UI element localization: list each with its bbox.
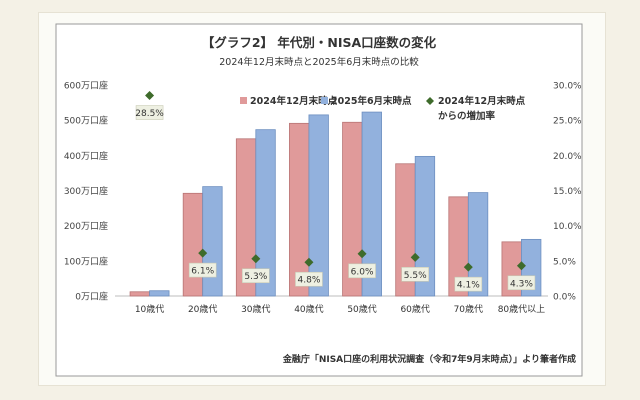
growth-label-box	[242, 268, 270, 284]
category-label: 50歳代	[347, 303, 376, 315]
legend-swatch-2025	[321, 97, 328, 104]
growth-marker	[304, 257, 314, 267]
growth-label-box	[401, 267, 429, 282]
left-axis: 0万口座 100万口座 200万口座 300万口座 400万口座 500万口座 600万口座	[64, 80, 548, 303]
legend-label-growth-2: からの増加率	[438, 110, 496, 122]
left-tick-label: 500万口座	[64, 115, 108, 127]
legend-swatch-2024	[240, 97, 247, 104]
growth-label-box	[454, 276, 483, 292]
growth-marker	[251, 254, 261, 264]
left-tick-label: 400万口座	[64, 150, 108, 162]
bar-2024	[289, 122, 310, 297]
chart-subtitle: 2024年12月末時点と2025年6月末時点の比較	[219, 56, 419, 68]
right-tick-label: 25.0%	[553, 117, 582, 127]
growth-markers: 28.5% 6.1% 5.3% 4.8% 6.0% 5.5% 4.1% 4.3%	[135, 91, 536, 292]
growth-label-box	[507, 275, 536, 291]
growth-marker	[516, 261, 526, 271]
growth-label-box	[135, 105, 164, 120]
category-label: 40歳代	[294, 303, 323, 315]
right-tick-label: 20.0%	[553, 152, 582, 162]
growth-label-box	[188, 262, 217, 278]
growth-label: 6.0%	[351, 267, 374, 277]
category-labels: 10歳代 20歳代 30歳代 40歳代 50歳代 60歳代 70歳代 80歳代以上	[135, 303, 545, 315]
bar-2025	[308, 114, 329, 297]
left-tick-label: 200万口座	[64, 220, 108, 232]
category-label: 30歳代	[241, 303, 270, 315]
growth-label: 4.1%	[457, 281, 480, 291]
right-tick-label: 0.0%	[553, 293, 576, 303]
growth-label: 5.5%	[404, 271, 427, 281]
left-tick-label: 300万口座	[64, 185, 108, 197]
growth-marker	[463, 262, 473, 272]
bar-2025	[467, 192, 489, 297]
growth-marker	[410, 252, 420, 262]
category-label: 70歳代	[454, 303, 483, 315]
right-axis: 0.0% 5.0% 10.0% 15.0% 20.0% 25.0% 30.0%	[553, 82, 582, 303]
growth-label: 4.8%	[298, 276, 321, 286]
right-tick-label: 30.0%	[553, 82, 582, 92]
legend-label-2024: 2024年12月末時点	[250, 95, 338, 107]
bar-2025	[202, 186, 223, 297]
left-tick-label: 100万口座	[64, 255, 108, 267]
category-label: 80歳代以上	[498, 303, 545, 315]
growth-label: 6.1%	[191, 267, 214, 277]
growth-label: 28.5%	[135, 109, 164, 119]
legend-label-2025: 2025年6月末時点	[331, 95, 412, 107]
left-tick-label: 600万口座	[64, 80, 108, 92]
bar-series	[129, 111, 542, 297]
right-tick-label: 15.0%	[553, 187, 582, 197]
category-label: 60歳代	[400, 303, 429, 315]
legend-marker-growth	[426, 97, 434, 105]
category-label: 20歳代	[188, 303, 217, 315]
right-tick-label: 5.0%	[553, 257, 576, 267]
growth-marker	[357, 249, 367, 259]
growth-label-box	[295, 271, 323, 287]
growth-label: 4.3%	[510, 279, 533, 289]
chart-title: 【グラフ2】 年代別・NISA口座数の変化	[202, 35, 437, 50]
bar-2025	[361, 111, 382, 297]
growth-label: 5.3%	[244, 272, 267, 282]
bar-2025	[149, 290, 170, 297]
category-label: 10歳代	[135, 303, 164, 315]
growth-marker	[198, 248, 208, 258]
growth-label-box	[348, 263, 376, 279]
growth-marker	[145, 91, 155, 101]
legend-label-growth-1: 2024年12月末時点	[438, 95, 526, 107]
bar-2024	[182, 192, 204, 297]
legend: 2024年12月末時点 2025年6月末時点 2024年12月末時点 からの増加…	[240, 95, 526, 122]
bar-2025	[255, 129, 276, 297]
bar-2025	[414, 155, 436, 297]
bar-2024	[129, 291, 150, 297]
source-note: 金融庁「NISA口座の利用状況調査（令和7年9月末時点）」より筆者作成	[282, 353, 576, 365]
right-tick-label: 10.0%	[553, 222, 582, 232]
left-tick-label: 0万口座	[75, 291, 108, 303]
